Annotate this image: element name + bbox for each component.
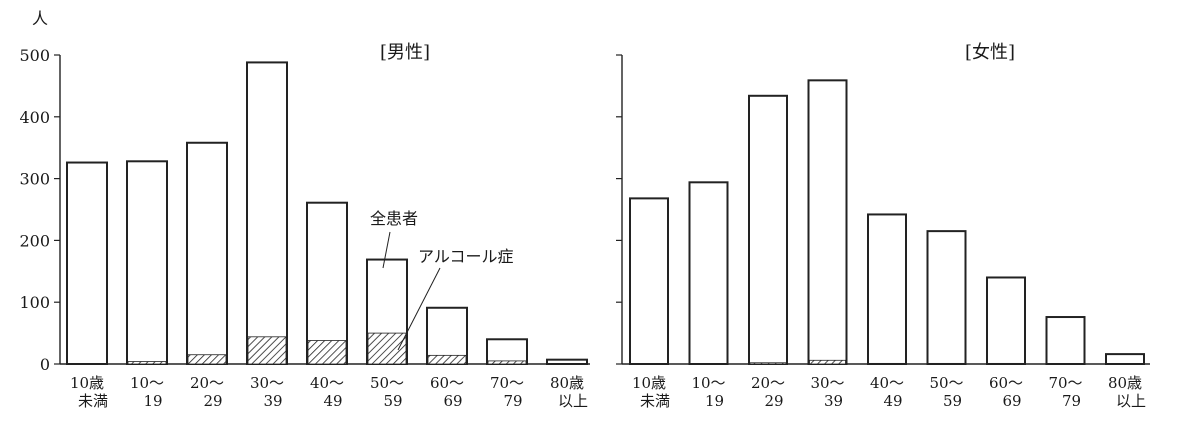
female-x-tick-label-line2: 未満	[640, 392, 670, 410]
female-bar-all-patients	[688, 181, 729, 365]
male-bar-alcoholism	[427, 354, 467, 365]
male-y-tick-label: 300	[19, 170, 50, 189]
male-x-tick-label-line1: 30〜	[250, 374, 284, 392]
male-x-tick-label-line1: 80歳	[550, 374, 584, 392]
male-x-tick-label-line1: 20〜	[190, 374, 224, 392]
male-y-tick-label: 200	[19, 231, 50, 250]
male-x-tick-label-line2: 39	[263, 392, 282, 410]
male-x-tick-label-line2: 以上	[558, 392, 588, 410]
annotation-all-patients: 全患者	[370, 209, 418, 228]
male-x-tick-label-line1: 40〜	[310, 374, 344, 392]
female-x-tick-label-line1: 70〜	[1048, 374, 1082, 392]
male-bar-alcoholism	[307, 340, 347, 365]
male-bar-all-patients	[306, 201, 348, 365]
male-x-tick-label-line1: 50〜	[370, 374, 404, 392]
male-x-tick-label-line1: 10歳	[70, 374, 104, 392]
female-x-tick-label-line1: 10歳	[632, 374, 666, 392]
female-x-tick-label-line2: 29	[764, 392, 783, 410]
female-x-tick-label-line1: 80歳	[1108, 374, 1142, 392]
annotation-alcoholism-leader	[397, 267, 441, 351]
annotation-alcoholism: アルコール症	[418, 247, 514, 266]
female-x-tick-label-line2: 39	[824, 392, 843, 410]
male-bar-all-patients	[246, 61, 288, 366]
female-x-tick-label-line1: 60〜	[989, 374, 1023, 392]
female-x-tick-label-line2: 79	[1062, 392, 1081, 410]
male-bar-all-patients	[126, 160, 168, 365]
female-x-tick-label-line1: 50〜	[929, 374, 963, 392]
male-bar-alcoholism	[187, 354, 227, 365]
male-y-tick-label: 0	[40, 355, 50, 374]
male-bar-alcoholism	[487, 360, 527, 365]
male-bar-alcoholism	[247, 336, 287, 365]
female-x-tick-label-line1: 20〜	[751, 374, 785, 392]
male-y-tick-label: 400	[19, 108, 50, 127]
y-axis-unit-label: 人	[32, 9, 48, 28]
female-bar-all-patients	[867, 213, 907, 365]
male-bar-alcoholism	[127, 361, 167, 365]
male-x-tick-label-line2: 未満	[78, 392, 108, 410]
male-x-tick-label-line2: 79	[503, 392, 522, 410]
male-x-tick-label-line2: 49	[323, 392, 342, 410]
female-x-tick-label-line2: 以上	[1116, 392, 1146, 410]
female-bar-all-patients	[629, 197, 669, 365]
male-bar-all-patients	[486, 338, 528, 365]
male-x-tick-label-line1: 70〜	[490, 374, 524, 392]
female-bar-all-patients	[926, 230, 967, 365]
female-x-tick-label-line1: 10〜	[691, 374, 725, 392]
female-bar-alcoholism	[868, 362, 906, 365]
male-bar-all-patients	[186, 141, 228, 365]
female-x-tick-label-line1: 30〜	[810, 374, 844, 392]
male-bar-alcoholism	[367, 332, 407, 365]
female-bar-all-patients	[1045, 316, 1086, 366]
male-x-tick-label-line1: 60〜	[430, 374, 464, 392]
female-x-tick-label-line1: 40〜	[870, 374, 904, 392]
male-y-tick-label: 500	[19, 46, 50, 65]
male-x-tick-label-line2: 59	[383, 392, 402, 410]
female-chart-title: [女性]	[965, 42, 1015, 63]
male-x-tick-label-line2: 29	[203, 392, 222, 410]
female-bar-all-patients	[1105, 353, 1145, 365]
female-x-tick-label-line2: 69	[1002, 392, 1021, 410]
female-x-tick-label-line2: 49	[883, 392, 902, 410]
female-bar-alcoholism	[809, 359, 846, 365]
female-x-tick-label-line2: 59	[943, 392, 962, 410]
female-bar-alcoholism	[749, 362, 787, 365]
male-x-tick-label-line1: 10〜	[130, 374, 164, 392]
female-x-tick-label-line2: 19	[705, 392, 724, 410]
female-bar-all-patients	[748, 94, 788, 366]
female-bar-alcoholism	[928, 362, 965, 365]
annotation-all-patients-leader	[382, 231, 391, 269]
female-bar-all-patients	[807, 79, 848, 365]
female-bar-alcoholism	[987, 362, 1025, 365]
male-chart-title: [男性]	[380, 42, 430, 63]
male-bar-all-patients	[546, 358, 588, 366]
female-bar-all-patients	[986, 276, 1026, 366]
male-bar-all-patients	[66, 161, 108, 365]
male-x-tick-label-line2: 69	[443, 392, 462, 410]
male-x-tick-label-line2: 19	[143, 392, 162, 410]
male-y-tick-label: 100	[19, 293, 50, 312]
